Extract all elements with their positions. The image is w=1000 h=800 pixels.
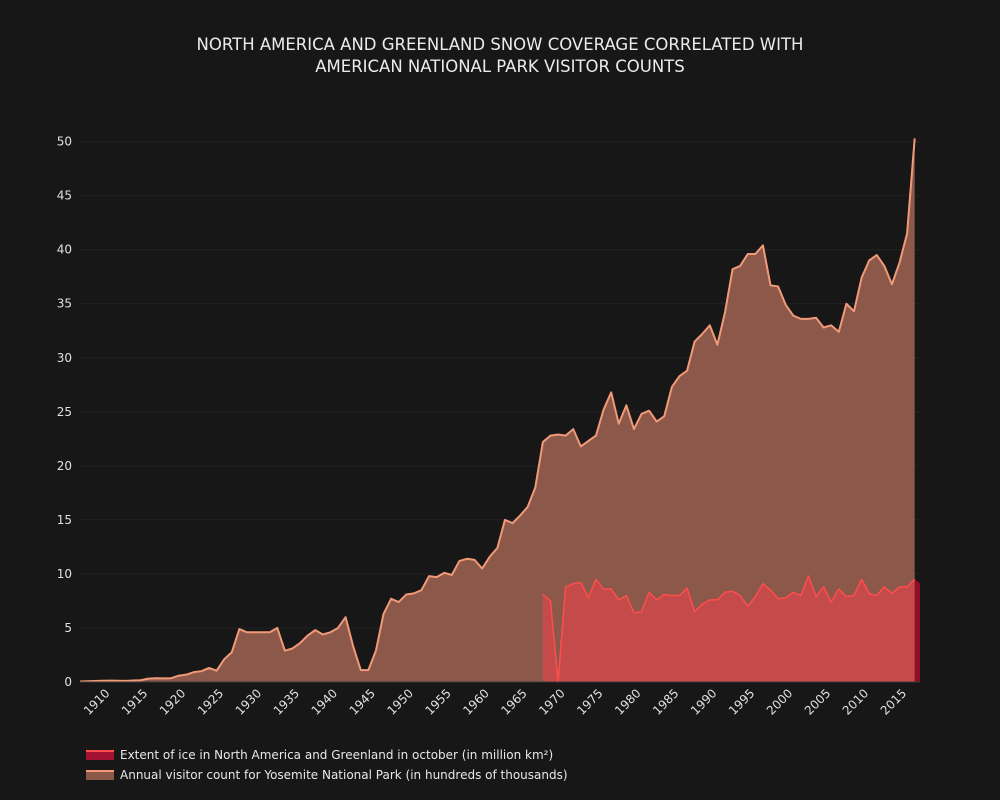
x-tick-label-1960: 1960 xyxy=(460,686,491,717)
x-tick-label-2010: 2010 xyxy=(840,686,871,717)
x-tick-label-2005: 2005 xyxy=(802,686,833,717)
x-tick-label-2015: 2015 xyxy=(878,686,909,717)
x-tick-label-1925: 1925 xyxy=(195,686,226,717)
legend-label-visitors: Annual visitor count for Yosemite Nation… xyxy=(120,768,568,782)
y-tick-label-45: 45 xyxy=(57,189,72,203)
y-tick-label-50: 50 xyxy=(57,135,72,149)
y-tick-label-40: 40 xyxy=(57,243,72,257)
legend-item-visitors[interactable]: Annual visitor count for Yosemite Nation… xyxy=(86,765,568,785)
x-tick-label-1955: 1955 xyxy=(422,686,453,717)
x-tick-label-2000: 2000 xyxy=(764,686,795,717)
legend-swatch-ice xyxy=(86,750,114,760)
x-tick-label-1990: 1990 xyxy=(688,686,719,717)
legend-item-ice[interactable]: Extent of ice in North America and Green… xyxy=(86,745,568,765)
y-tick-label-5: 5 xyxy=(64,621,72,635)
x-tick-label-1975: 1975 xyxy=(574,686,605,717)
x-tick-label-1910: 1910 xyxy=(81,686,112,717)
x-tick-label-1965: 1965 xyxy=(498,686,529,717)
ice-area-tail xyxy=(914,579,920,682)
y-tick-label-30: 30 xyxy=(57,351,72,365)
x-tick-label-1970: 1970 xyxy=(536,686,567,717)
x-tick-label-1920: 1920 xyxy=(157,686,188,717)
x-tick-label-1930: 1930 xyxy=(233,686,264,717)
x-tick-label-1935: 1935 xyxy=(271,686,302,717)
x-tick-label-1980: 1980 xyxy=(612,686,643,717)
y-tick-label-35: 35 xyxy=(57,297,72,311)
chart-title: NORTH AMERICA AND GREENLAND SNOW COVERAG… xyxy=(0,34,1000,78)
x-tick-label-1950: 1950 xyxy=(384,686,415,717)
ice-area xyxy=(542,576,915,682)
x-tick-label-1940: 1940 xyxy=(309,686,340,717)
legend: Extent of ice in North America and Green… xyxy=(86,745,568,785)
legend-label-ice: Extent of ice in North America and Green… xyxy=(120,748,554,762)
series-layer xyxy=(79,138,920,683)
x-tick-label-1985: 1985 xyxy=(650,686,681,717)
ice-line xyxy=(542,575,916,683)
y-tick-label-10: 10 xyxy=(57,567,72,581)
y-tick-label-0: 0 xyxy=(64,675,72,689)
visitors-area xyxy=(80,138,915,683)
x-tick-label-1995: 1995 xyxy=(726,686,757,717)
x-tick-label-1945: 1945 xyxy=(347,686,378,717)
visitors-line xyxy=(79,138,916,683)
x-tick-label-1915: 1915 xyxy=(119,686,150,717)
chart-title-line-1: NORTH AMERICA AND GREENLAND SNOW COVERAG… xyxy=(196,35,804,54)
y-tick-label-15: 15 xyxy=(57,513,72,527)
y-tick-label-25: 25 xyxy=(57,405,72,419)
legend-swatch-visitors xyxy=(86,770,114,780)
chart-title-line-2: AMERICAN NATIONAL PARK VISITOR COUNTS xyxy=(315,57,685,76)
y-tick-label-20: 20 xyxy=(57,459,72,473)
